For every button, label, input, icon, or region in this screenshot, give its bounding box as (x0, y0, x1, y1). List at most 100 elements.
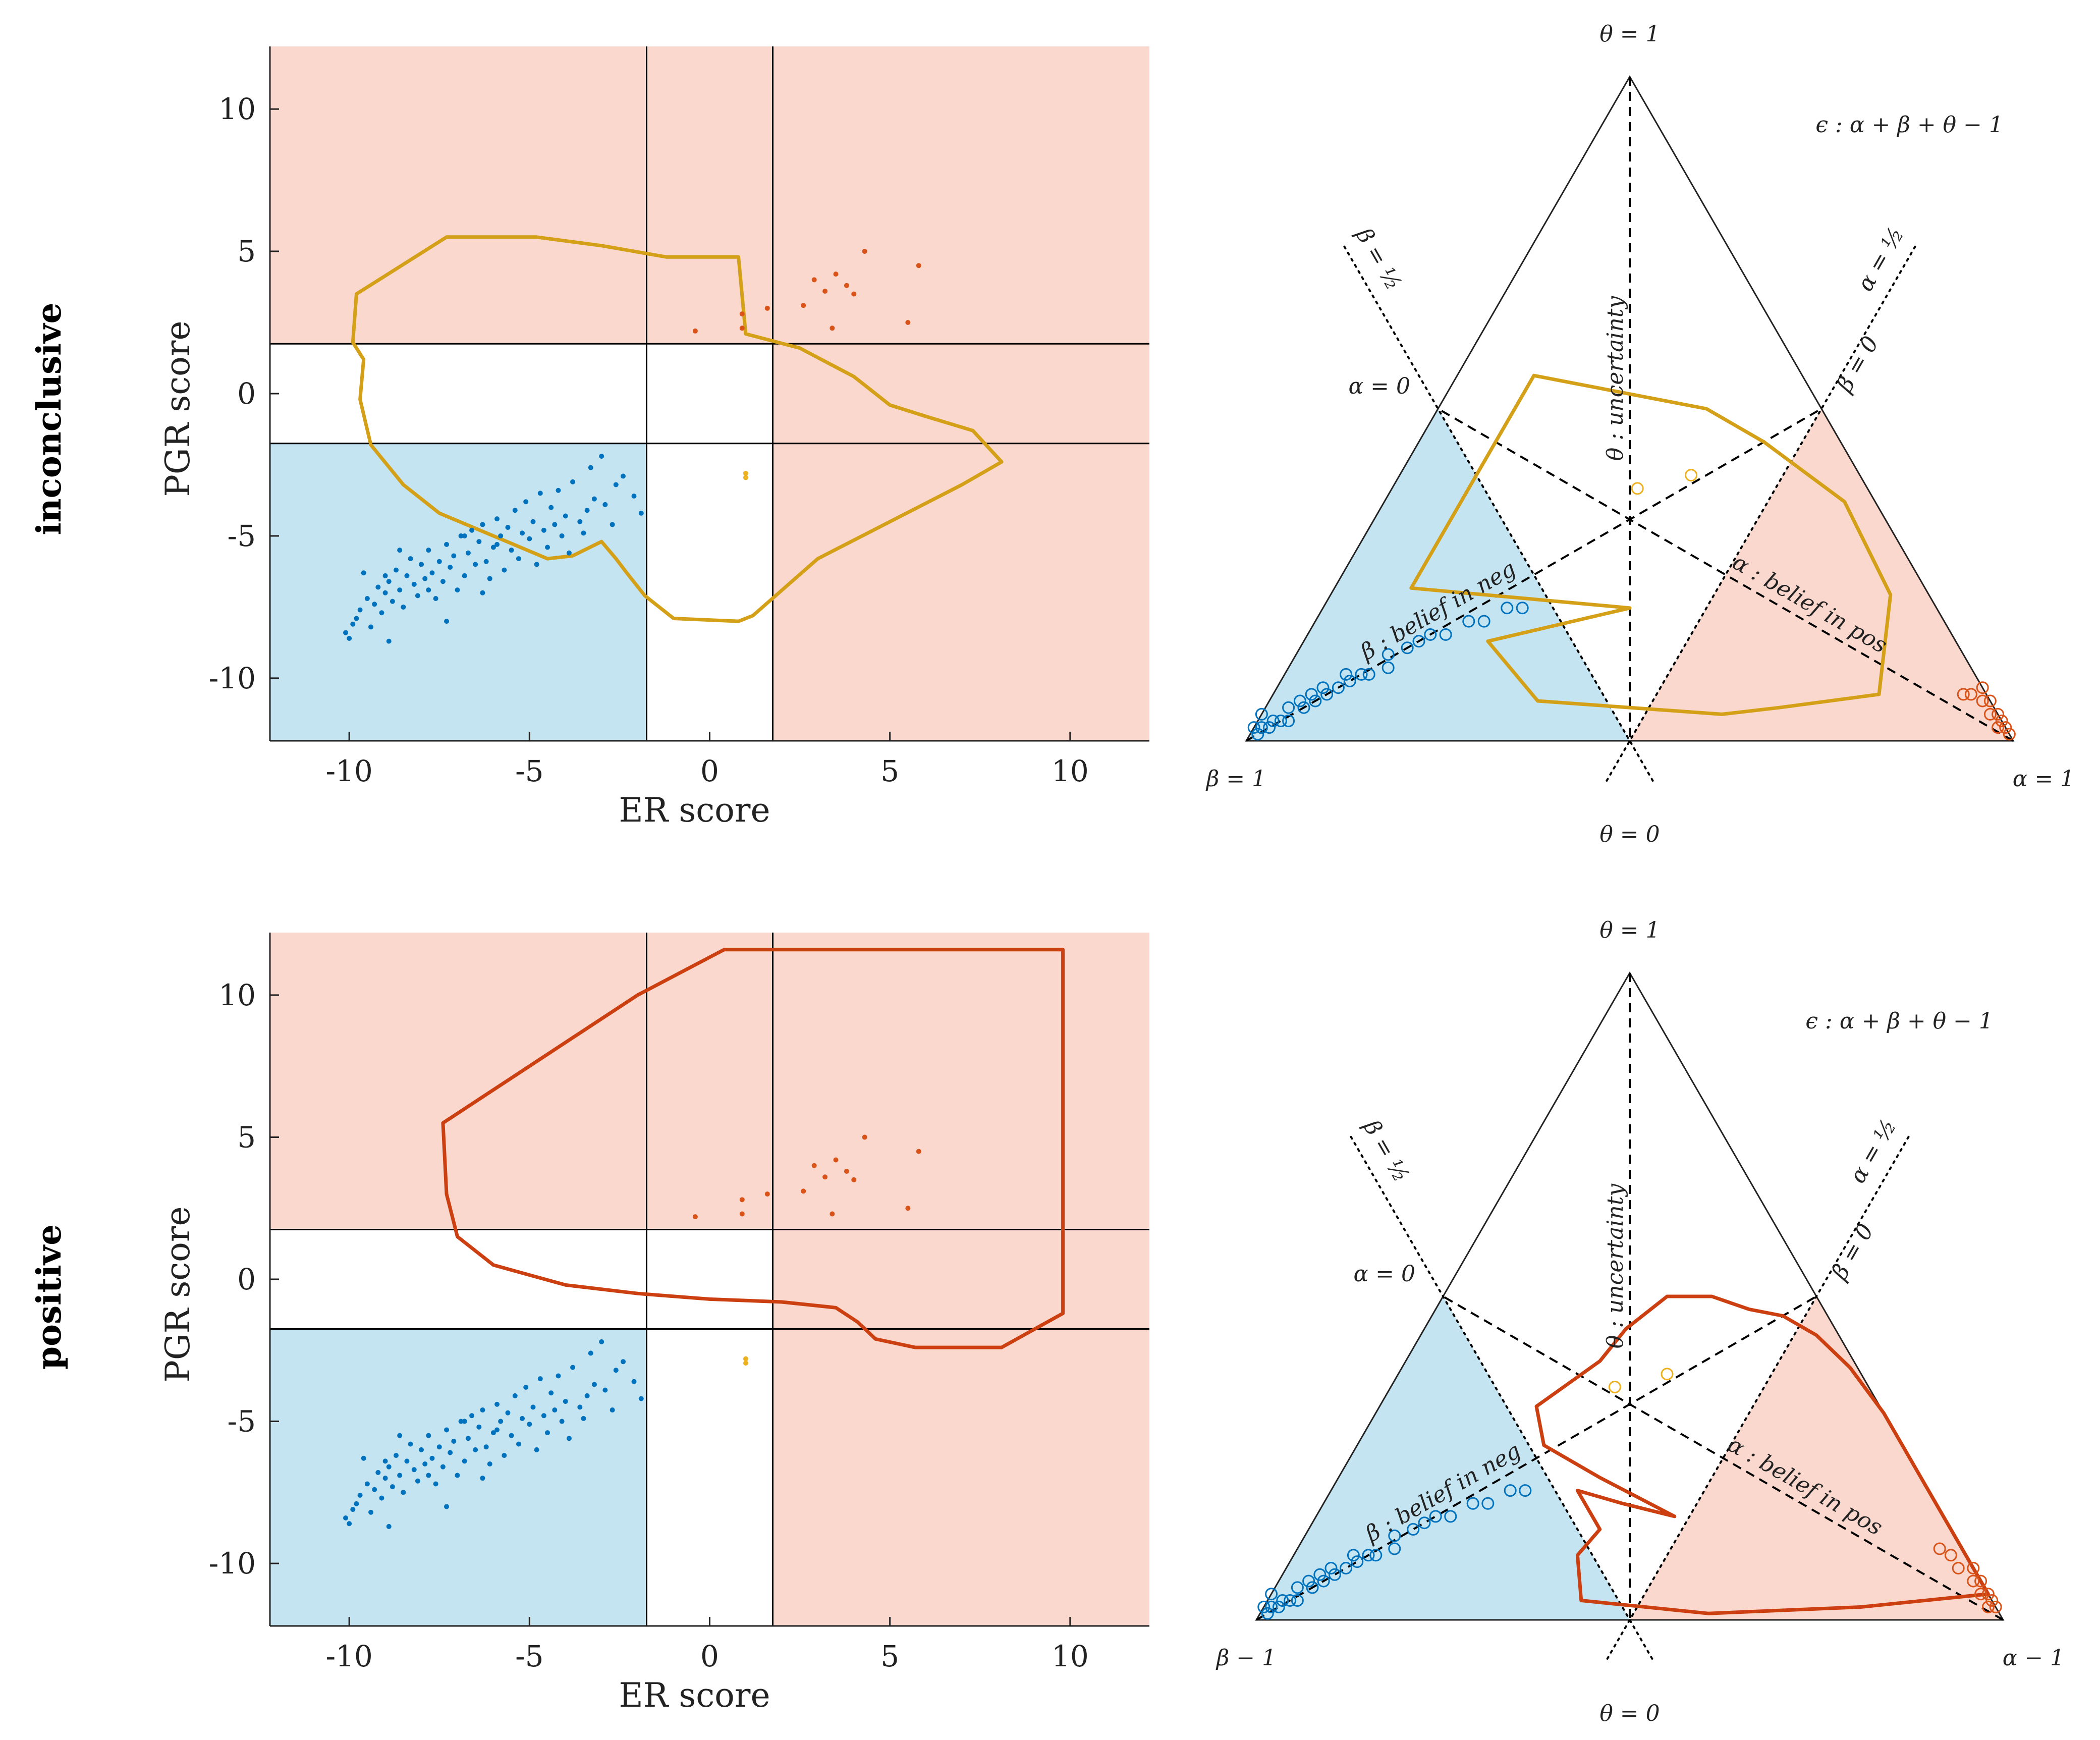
point-negative (440, 579, 446, 584)
region-negative (1246, 409, 1630, 741)
point-negative (1519, 1484, 1532, 1497)
line-label-alpha-zero: α = 0 (1353, 1261, 1415, 1287)
point-positive (844, 283, 849, 288)
point-positive (1989, 1600, 2002, 1613)
point-negative (1418, 1516, 1431, 1530)
point-positive (851, 291, 857, 297)
point-positive (862, 1134, 867, 1140)
point-negative (462, 573, 467, 578)
point-positive (1974, 1588, 1987, 1601)
point-negative (408, 556, 413, 562)
point-positive (764, 305, 770, 311)
annotation-uncertainty: θ : uncertainty (1602, 296, 1628, 461)
point-negative (559, 1419, 565, 1424)
point-negative (487, 1461, 492, 1467)
point-negative (631, 1379, 637, 1384)
point-negative (1424, 628, 1437, 641)
point-negative (1501, 602, 1514, 615)
point-negative (563, 1399, 568, 1404)
point-negative (469, 527, 475, 533)
point-negative (1274, 715, 1287, 728)
point-inconclusive (1608, 1380, 1621, 1393)
point-negative (1328, 1568, 1341, 1581)
vertex-label-top: θ = 1 (1599, 21, 1660, 47)
point-negative (494, 1427, 500, 1433)
point-negative (602, 502, 608, 507)
y-tick-label: 5 (237, 1120, 256, 1154)
vertex-label-bottom: θ = 0 (1599, 822, 1660, 847)
point-negative (512, 508, 518, 513)
point-negative (397, 548, 403, 553)
point-negative (1429, 1510, 1442, 1523)
point-negative (343, 630, 349, 635)
point-negative (1293, 694, 1306, 708)
line-beta-half (1341, 242, 1654, 782)
point-negative (448, 565, 453, 570)
point-negative (426, 587, 431, 593)
point-positive (1983, 708, 1997, 721)
point-negative (559, 533, 565, 538)
point-positive (851, 1177, 857, 1182)
point-negative (433, 1481, 438, 1487)
point-negative (480, 1407, 485, 1413)
point-negative (368, 624, 374, 630)
point-positive (1985, 1594, 1999, 1607)
point-negative (1401, 641, 1414, 655)
point-positive (1974, 1574, 1987, 1588)
point-negative (436, 559, 442, 564)
point-positive (905, 320, 911, 325)
point-negative (1407, 1523, 1420, 1536)
x-tick-label: -10 (325, 1639, 372, 1673)
point-negative (581, 530, 586, 536)
point-negative (455, 587, 460, 593)
y-tick-label: -5 (228, 1404, 256, 1439)
point-negative (357, 1492, 363, 1498)
point-negative (422, 1461, 428, 1467)
region-negative (1256, 1296, 1630, 1620)
point-negative (541, 527, 546, 533)
point-negative (631, 494, 637, 499)
point-negative (520, 1416, 525, 1421)
point-negative (382, 573, 388, 578)
point-negative (584, 1393, 590, 1398)
point-negative (1381, 661, 1395, 674)
point-negative (1251, 728, 1264, 741)
x-tick-label: 0 (700, 754, 719, 788)
point-negative (1462, 615, 1475, 628)
point-negative (375, 1470, 381, 1475)
point-negative (422, 576, 428, 581)
point-negative (1263, 721, 1276, 734)
point-negative (386, 1524, 392, 1529)
point-negative (1306, 1581, 1319, 1594)
point-negative (1347, 1549, 1360, 1562)
point-negative (426, 548, 431, 553)
point-positive (822, 288, 828, 294)
point-negative (1309, 694, 1322, 708)
point-negative (494, 541, 500, 547)
line-alpha-half (1606, 1133, 1911, 1660)
point-negative (552, 1407, 558, 1413)
point-positive (692, 328, 698, 334)
point-negative (537, 1376, 543, 1382)
point-inconclusive (1631, 482, 1644, 495)
point-negative (530, 519, 536, 524)
point-negative (419, 562, 424, 567)
region-positive (1630, 409, 2013, 741)
point-negative (602, 1387, 608, 1393)
point-negative (1340, 668, 1353, 681)
point-positive (811, 277, 817, 283)
constraint-label: ϵ : α + β + θ − 1 (1815, 112, 2003, 138)
point-negative (581, 1416, 586, 1421)
point-negative (458, 533, 464, 538)
median-alpha (1442, 1295, 2004, 1621)
point-negative (523, 499, 529, 505)
point-negative (516, 1441, 521, 1447)
y-tick-label: 10 (218, 92, 256, 126)
point-negative (469, 1413, 475, 1419)
simplex-triangle (1245, 75, 2015, 742)
point-negative (556, 1373, 561, 1379)
point-negative (566, 550, 572, 556)
point-negative (375, 584, 381, 590)
point-positive (1976, 681, 1989, 694)
point-positive (862, 249, 867, 254)
